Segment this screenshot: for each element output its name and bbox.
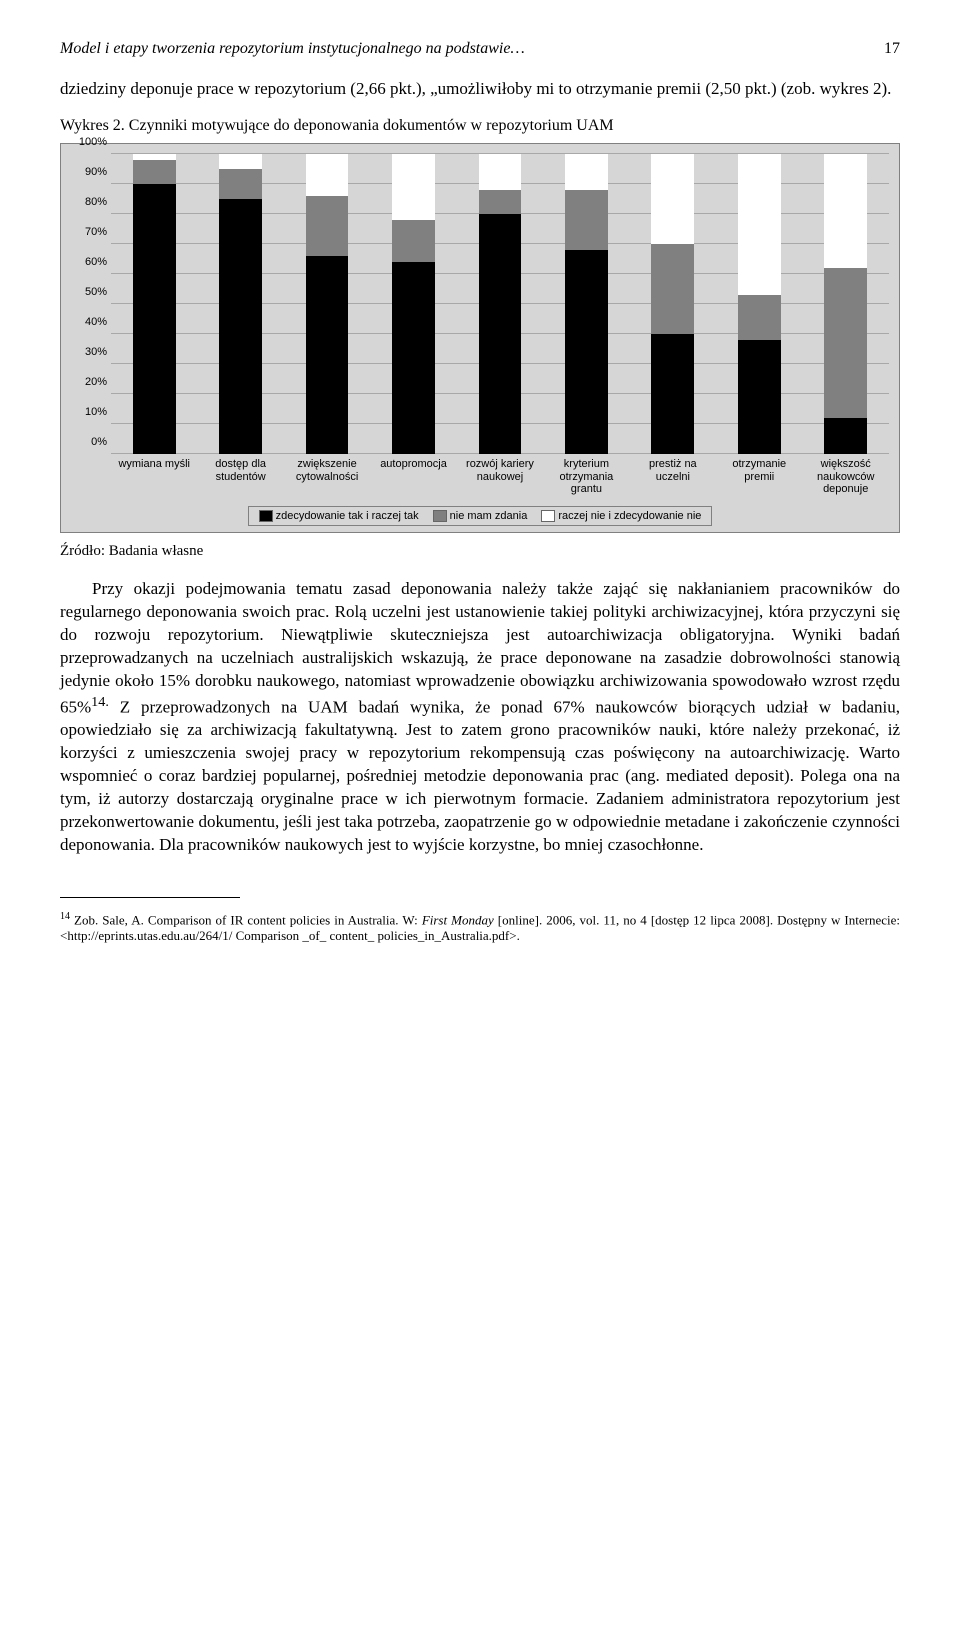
y-tick-label: 10% bbox=[71, 406, 107, 418]
chart-title: Wykres 2. Czynniki motywujące do deponow… bbox=[60, 117, 900, 135]
bar-segment-nie-zdania bbox=[479, 190, 522, 214]
x-tick-label: dostęp dla studentów bbox=[202, 458, 280, 496]
bar-segment-nie bbox=[651, 154, 694, 244]
legend-item-nie-zdania: nie mam zdania bbox=[433, 510, 528, 522]
y-tick-label: 70% bbox=[71, 226, 107, 238]
x-tick-label: otrzymanie premii bbox=[720, 458, 798, 496]
y-tick-label: 90% bbox=[71, 166, 107, 178]
bar-segment-tak bbox=[479, 214, 522, 454]
bar-segment-nie-zdania bbox=[738, 295, 781, 340]
bar-segment-tak bbox=[392, 262, 435, 454]
intro-paragraph: dziedziny deponuje prace w repozytorium … bbox=[60, 78, 900, 101]
bar-segment-tak bbox=[651, 334, 694, 454]
x-tick-label: zwiększenie cytowalności bbox=[288, 458, 366, 496]
bar-segment-nie bbox=[306, 154, 349, 196]
x-tick-label: kryterium otrzymania grantu bbox=[548, 458, 626, 496]
x-tick-label: wymiana myśli bbox=[115, 458, 193, 496]
bar-column bbox=[807, 154, 885, 454]
x-tick-label: większość naukowców deponuje bbox=[807, 458, 885, 496]
bar-segment-nie bbox=[565, 154, 608, 190]
bar-column bbox=[634, 154, 712, 454]
bar-column bbox=[288, 154, 366, 454]
y-tick-label: 60% bbox=[71, 256, 107, 268]
bar-column bbox=[115, 154, 193, 454]
bar-segment-nie-zdania bbox=[651, 244, 694, 334]
page-number: 17 bbox=[884, 40, 900, 58]
bar-column bbox=[202, 154, 280, 454]
bar-segment-nie bbox=[479, 154, 522, 190]
bar-segment-nie bbox=[219, 154, 262, 169]
body-text-a: Przy okazji podejmowania tematu zasad de… bbox=[60, 579, 900, 716]
bar-segment-nie bbox=[824, 154, 867, 268]
bar-column bbox=[461, 154, 539, 454]
bar-segment-tak bbox=[133, 184, 176, 454]
x-tick-label: rozwój kariery naukowej bbox=[461, 458, 539, 496]
bar-segment-tak bbox=[565, 250, 608, 454]
footnote-separator bbox=[60, 897, 240, 898]
bar-segment-tak bbox=[824, 418, 867, 454]
footnote-italic: First Monday bbox=[422, 912, 494, 927]
x-tick-label: autopromocja bbox=[375, 458, 453, 496]
running-title: Model i etapy tworzenia repozytorium ins… bbox=[60, 40, 525, 58]
y-tick-label: 40% bbox=[71, 316, 107, 328]
bar-segment-nie-zdania bbox=[824, 268, 867, 418]
body-paragraph: Przy okazji podejmowania tematu zasad de… bbox=[60, 578, 900, 857]
footnote-ref: 14. bbox=[91, 694, 109, 710]
y-tick-label: 80% bbox=[71, 196, 107, 208]
bar-column bbox=[720, 154, 798, 454]
bar-segment-tak bbox=[219, 199, 262, 454]
legend-item-nie: raczej nie i zdecydowanie nie bbox=[541, 510, 701, 522]
y-tick-label: 30% bbox=[71, 346, 107, 358]
legend-item-tak: zdecydowanie tak i raczej tak bbox=[259, 510, 419, 522]
bar-segment-nie-zdania bbox=[306, 196, 349, 256]
bar-segment-tak bbox=[738, 340, 781, 454]
bar-segment-nie bbox=[738, 154, 781, 295]
y-tick-label: 100% bbox=[71, 136, 107, 148]
y-tick-label: 20% bbox=[71, 376, 107, 388]
chart-container: 0%10%20%30%40%50%60%70%80%90%100% wymian… bbox=[60, 143, 900, 533]
footnote: 14 Zob. Sale, A. Comparison of IR conten… bbox=[60, 911, 900, 945]
y-tick-label: 0% bbox=[71, 436, 107, 448]
chart-source: Źródło: Badania własne bbox=[60, 543, 900, 560]
bar-segment-nie-zdania bbox=[219, 169, 262, 199]
y-tick-label: 50% bbox=[71, 286, 107, 298]
plot-area: 0%10%20%30%40%50%60%70%80%90%100% bbox=[111, 154, 889, 454]
chart-legend: zdecydowanie tak i raczej tak nie mam zd… bbox=[248, 506, 713, 526]
body-text-b: Z przeprowadzonych na UAM badań wynika, … bbox=[60, 697, 900, 854]
footnote-number: 14 bbox=[60, 911, 70, 922]
x-tick-label: prestiż na uczelni bbox=[634, 458, 712, 496]
bar-segment-nie bbox=[392, 154, 435, 220]
bar-column bbox=[548, 154, 626, 454]
bar-segment-nie-zdania bbox=[133, 160, 176, 184]
bar-segment-nie-zdania bbox=[392, 220, 435, 262]
bars-group bbox=[111, 154, 889, 454]
bar-segment-nie-zdania bbox=[565, 190, 608, 250]
bar-segment-tak bbox=[306, 256, 349, 454]
footnote-text-a: Zob. Sale, A. Comparison of IR content p… bbox=[70, 912, 422, 927]
bar-column bbox=[375, 154, 453, 454]
x-axis-labels: wymiana myślidostęp dla studentówzwiększ… bbox=[111, 458, 889, 496]
running-header: Model i etapy tworzenia repozytorium ins… bbox=[60, 40, 900, 58]
